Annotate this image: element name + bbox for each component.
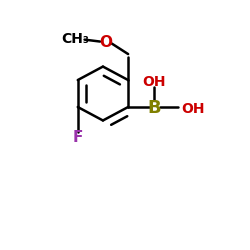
Text: B: B: [148, 99, 161, 117]
Text: O: O: [99, 35, 112, 50]
Text: F: F: [72, 130, 83, 145]
Text: OH: OH: [142, 75, 166, 89]
Text: OH: OH: [182, 102, 205, 116]
Text: CH₃: CH₃: [61, 32, 89, 46]
